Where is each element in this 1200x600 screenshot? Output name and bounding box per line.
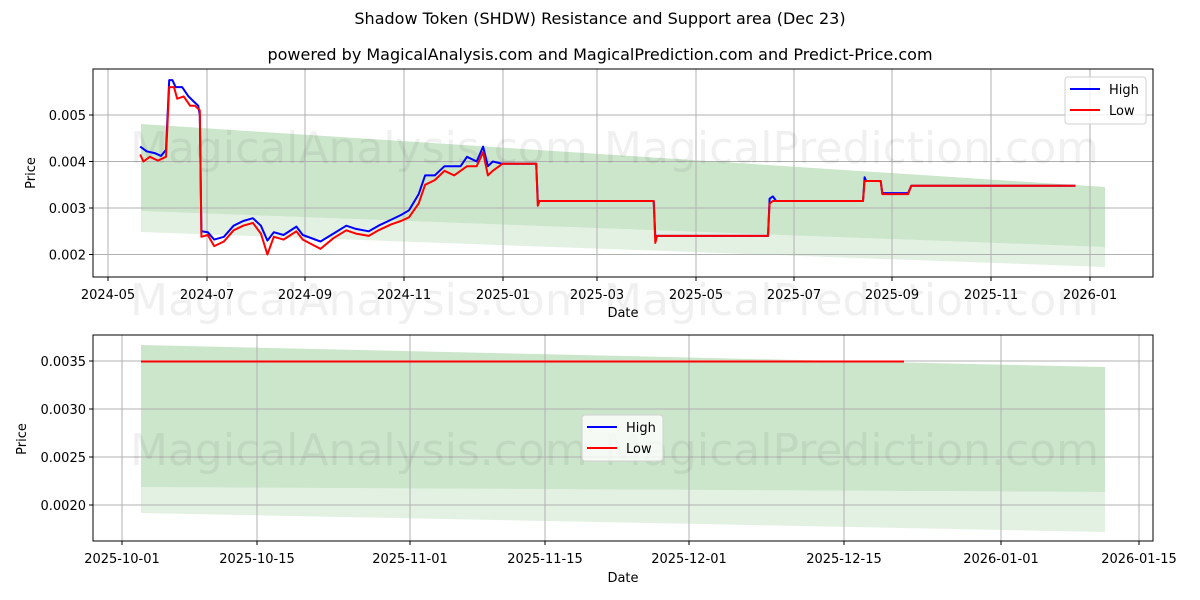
bottom-y-axis-label: Price: [15, 423, 30, 455]
x-tick-label: 2025-05: [669, 288, 723, 303]
watermark-analysis-2: MagicalAnalysis.com: [130, 275, 588, 326]
bottom-x-axis: 2025-10-01 2025-10-15 2025-11-01 2025-11-15…: [84, 541, 1177, 567]
bottom-x-axis-label: Date: [607, 571, 638, 586]
bottom-axes-frame: [92, 334, 1154, 542]
top-grid: [93, 69, 1153, 277]
watermark-prediction-3: MagicalPrediction.com: [604, 425, 1099, 476]
chart-title: Shadow Token (SHDW) Resistance and Suppo…: [354, 9, 846, 28]
legend-high-label: High: [1109, 83, 1139, 98]
x-tick-label: 2024-09: [278, 288, 332, 303]
legend-low-label: Low: [626, 442, 652, 457]
bottom-y-axis: 0.0035 0.0030 0.0025 0.0020: [41, 355, 93, 514]
legend-low-label: Low: [1109, 104, 1135, 119]
x-tick-label: 2026-01-15: [1101, 552, 1177, 567]
x-tick-label: 2024-05: [81, 288, 135, 303]
x-tick-label: 2025-03: [570, 288, 624, 303]
y-tick-label: 0.0030: [41, 403, 87, 418]
x-tick-label: 2024-11: [377, 288, 431, 303]
x-tick-label: 2026-01: [1063, 288, 1117, 303]
legend-high-label: High: [626, 421, 656, 436]
x-tick-label: 2025-12-15: [806, 552, 882, 567]
x-tick-label: 2025-11-01: [372, 552, 448, 567]
x-tick-label: 2025-09: [865, 288, 919, 303]
x-tick-label: 2025-01: [476, 288, 530, 303]
x-tick-label: 2025-11: [964, 288, 1018, 303]
x-tick-label: 2024-07: [180, 288, 234, 303]
top-price-chart: MagicalAnalysis.com MagicalPrediction.co…: [24, 68, 1154, 326]
x-tick-label: 2025-10-01: [84, 552, 160, 567]
watermark-analysis-3: MagicalAnalysis.com: [130, 425, 588, 476]
top-y-axis-label: Price: [24, 157, 39, 189]
top-legend: High Low: [1064, 76, 1147, 125]
x-tick-label: 2025-07: [767, 288, 821, 303]
x-tick-label: 2025-11-15: [507, 552, 583, 567]
y-tick-label: 0.0020: [41, 499, 87, 514]
y-tick-label: 0.004: [49, 156, 86, 171]
bottom-price-chart: MagicalAnalysis.com MagicalPrediction.co…: [15, 334, 1177, 586]
y-tick-label: 0.002: [49, 249, 86, 264]
x-tick-label: 2025-12-01: [651, 552, 727, 567]
x-tick-label: 2026-01-01: [963, 552, 1039, 567]
watermark-prediction: MagicalPrediction.com: [604, 123, 1099, 174]
top-y-axis: 0.005 0.004 0.003 0.002: [49, 109, 93, 264]
low-price-line: [139, 86, 1076, 256]
top-x-axis-label: Date: [607, 306, 638, 321]
watermark-prediction-2: MagicalPrediction.com: [604, 275, 1099, 326]
watermark-analysis: MagicalAnalysis.com: [130, 123, 588, 174]
y-tick-label: 0.003: [49, 202, 86, 217]
top-x-axis: 2024-05 2024-07 2024-09 2024-11 2025-01 2025-…: [81, 277, 1117, 303]
bottom-legend: High Low: [581, 414, 664, 462]
y-tick-label: 0.0035: [41, 355, 87, 370]
top-axes-frame: [92, 68, 1154, 278]
outer-support-band: [141, 487, 1105, 532]
chart-subtitle: powered by MagicalAnalysis.com and Magic…: [267, 45, 933, 64]
x-tick-label: 2025-10-15: [219, 552, 295, 567]
y-tick-label: 0.0025: [41, 451, 87, 466]
resistance-support-band: [141, 124, 1105, 247]
y-tick-label: 0.005: [49, 109, 86, 124]
